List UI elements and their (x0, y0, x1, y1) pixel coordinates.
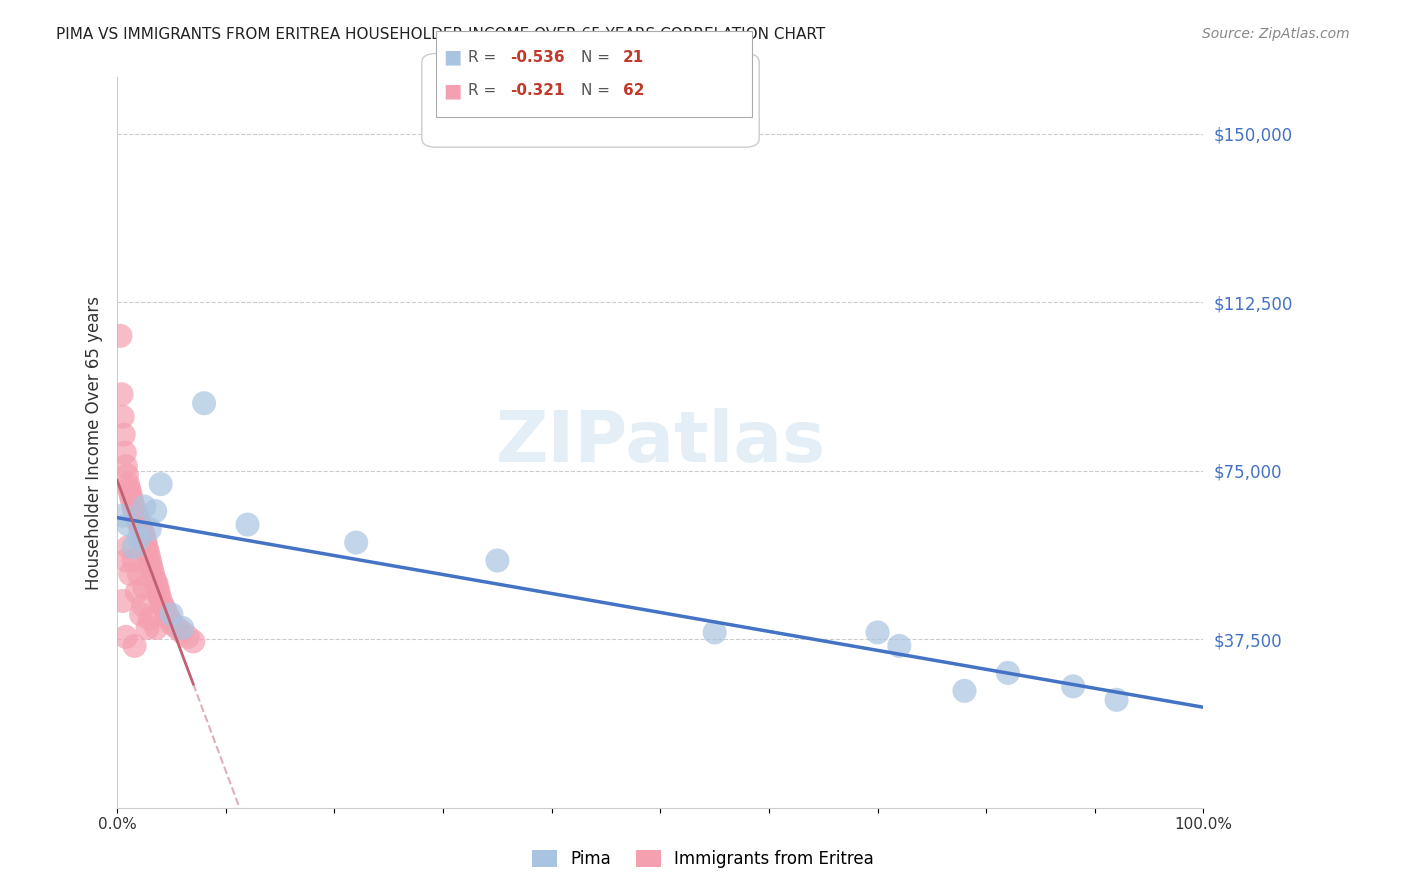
Point (132, 599, 155, 613)
Point (122, 540, 145, 554)
Text: R =: R = (468, 50, 502, 64)
Y-axis label: Householder Income Over 65 years: Householder Income Over 65 years (86, 295, 103, 590)
Point (124, 508, 146, 523)
Point (117, 540, 139, 554)
Point (148, 585, 170, 599)
Point (128, 517, 150, 532)
Point (136, 544, 159, 558)
Point (134, 581, 156, 595)
Point (125, 585, 148, 599)
Point (153, 603, 176, 617)
Point (139, 553, 162, 567)
Point (115, 468, 138, 483)
Point (172, 621, 194, 635)
Point (139, 522, 162, 536)
Point (139, 558, 162, 572)
Point (132, 526, 155, 541)
Point (1105, 693, 1128, 707)
Text: ZIPatlas: ZIPatlas (495, 408, 825, 477)
Point (156, 607, 179, 622)
Point (110, 387, 132, 401)
Point (134, 535, 156, 549)
Point (149, 477, 172, 491)
Text: 62: 62 (623, 84, 644, 98)
Point (142, 566, 165, 581)
Point (128, 566, 150, 581)
Text: ■: ■ (443, 81, 461, 101)
Point (143, 504, 166, 518)
Point (953, 683, 976, 698)
Point (120, 486, 142, 500)
Point (110, 328, 132, 343)
Point (703, 625, 725, 640)
Point (344, 535, 367, 549)
Point (122, 553, 145, 567)
Point (160, 607, 183, 622)
Point (177, 630, 200, 644)
Point (120, 491, 142, 505)
Point (160, 616, 183, 631)
Point (193, 396, 215, 410)
Text: -0.536: -0.536 (510, 50, 565, 64)
Point (120, 566, 142, 581)
Legend: Pima, Immigrants from Eritrea: Pima, Immigrants from Eritrea (526, 843, 880, 875)
Point (124, 639, 146, 653)
Point (143, 572, 166, 586)
Point (157, 612, 180, 626)
Point (181, 634, 204, 648)
Point (115, 553, 138, 567)
Point (111, 594, 134, 608)
Point (117, 517, 139, 532)
Point (145, 621, 167, 635)
Point (122, 500, 145, 514)
Point (114, 445, 136, 459)
Point (129, 607, 152, 622)
Point (135, 540, 157, 554)
Point (141, 562, 163, 576)
Point (111, 508, 134, 523)
Text: ■: ■ (443, 47, 461, 67)
Text: Source: ZipAtlas.com: Source: ZipAtlas.com (1202, 27, 1350, 41)
Point (152, 599, 174, 613)
Point (128, 531, 150, 545)
Point (1062, 679, 1084, 693)
Point (997, 665, 1019, 680)
Point (115, 630, 138, 644)
Point (134, 500, 156, 514)
Point (117, 477, 139, 491)
Point (236, 517, 259, 532)
Point (127, 513, 149, 527)
Point (121, 495, 143, 509)
Point (129, 522, 152, 536)
Point (118, 482, 141, 496)
Point (139, 612, 162, 626)
Point (148, 590, 170, 604)
Point (115, 459, 138, 474)
Point (486, 553, 509, 567)
Point (145, 576, 167, 591)
Text: PIMA VS IMMIGRANTS FROM ERITREA HOUSEHOLDER INCOME OVER 65 YEARS CORRELATION CHA: PIMA VS IMMIGRANTS FROM ERITREA HOUSEHOL… (56, 27, 825, 42)
Point (134, 531, 156, 545)
Point (129, 517, 152, 532)
Point (138, 549, 160, 563)
Point (889, 639, 911, 653)
Point (124, 504, 146, 518)
Text: -0.321: -0.321 (510, 84, 565, 98)
Point (166, 621, 188, 635)
Point (149, 594, 172, 608)
Point (866, 625, 889, 640)
Point (136, 621, 159, 635)
Text: N =: N = (581, 50, 614, 64)
Point (146, 581, 169, 595)
Text: 21: 21 (623, 50, 644, 64)
Point (143, 576, 166, 591)
Text: R =: R = (468, 84, 502, 98)
Point (125, 508, 148, 523)
Point (131, 526, 153, 541)
Point (172, 625, 194, 640)
Text: N =: N = (581, 84, 614, 98)
Point (112, 427, 135, 442)
Point (111, 409, 134, 424)
